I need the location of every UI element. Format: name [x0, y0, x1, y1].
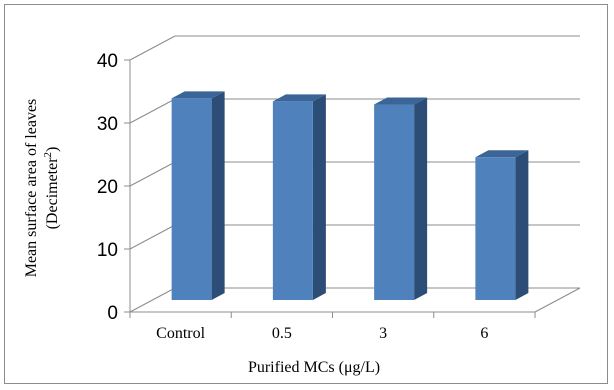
- bar-top-0: [171, 91, 225, 99]
- bar-0: [171, 91, 225, 300]
- y-tick-label-1: 10: [97, 240, 118, 261]
- gridline-diagonal-2: [129, 161, 176, 187]
- bar-1: [272, 94, 326, 300]
- x-axis-title: Purified MCs (μg/L): [248, 359, 380, 376]
- tick-labels: 0 10 20 30 40 Control 0.5 3 6: [97, 51, 489, 342]
- y-tick-label-0: 0: [107, 303, 118, 324]
- x-tick-label-3: 6: [480, 325, 488, 342]
- gridline-diagonal-4: [129, 35, 176, 61]
- y-tick-label-3: 30: [97, 114, 118, 135]
- bar-top-2: [374, 97, 428, 105]
- bar-front-0: [171, 98, 212, 300]
- y-axis-title-line1: Mean surface area of leaves: [23, 99, 40, 278]
- bars: [171, 91, 529, 300]
- bar-top-3: [475, 150, 529, 158]
- y-axis-title: Mean surface area of leaves (Decimeter2): [23, 99, 61, 278]
- gridline-diagonal-3: [129, 98, 176, 124]
- y-tick-label-4: 40: [97, 51, 118, 72]
- floor-right-edge: [534, 287, 581, 313]
- axes: [124, 59, 581, 318]
- bar-2: [374, 97, 428, 300]
- bar-front-3: [475, 157, 516, 300]
- bar-side-2: [414, 97, 428, 300]
- bar-front-2: [374, 104, 415, 300]
- bar-3: [475, 150, 529, 300]
- gridline-diagonal-0: [129, 287, 176, 313]
- x-tick-label-2: 3: [379, 325, 387, 342]
- gridline-diagonal-1: [129, 224, 176, 250]
- y-axis-title-line2: (Decimeter2): [42, 147, 61, 230]
- bar-front-1: [272, 101, 313, 300]
- bar-side-1: [312, 94, 326, 300]
- bar-top-1: [272, 94, 326, 102]
- x-tick-label-1: 0.5: [272, 325, 292, 342]
- x-tick-label-0: Control: [156, 325, 205, 342]
- bar-side-0: [211, 91, 225, 300]
- y-tick-label-2: 20: [97, 177, 118, 198]
- bar-side-3: [515, 150, 529, 300]
